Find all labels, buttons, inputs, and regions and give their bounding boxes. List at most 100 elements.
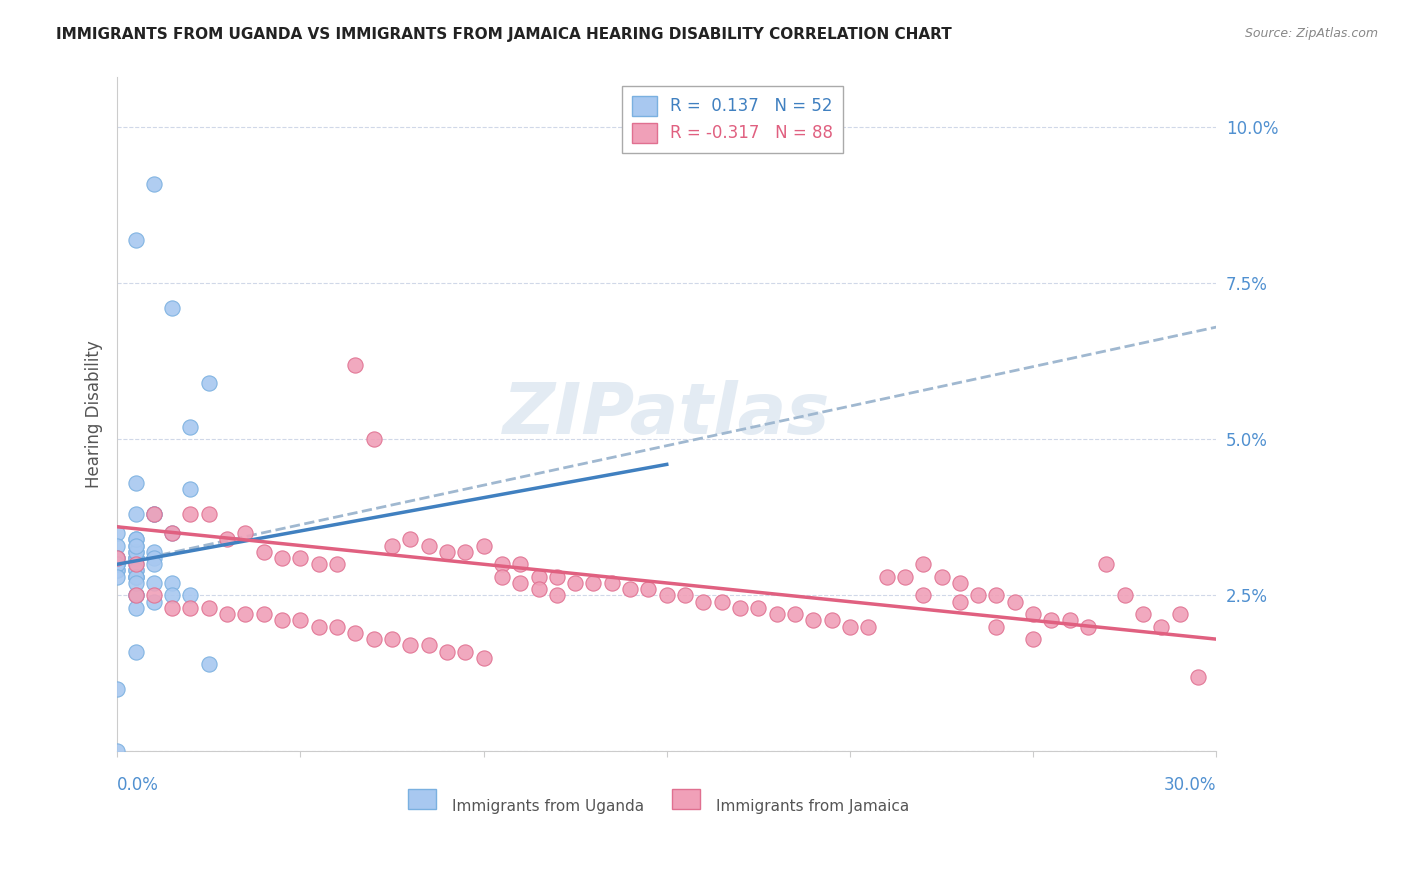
Point (894, 570, 917, 584)
Point (381, 539, 404, 553)
Point (710, 595, 733, 609)
Point (967, 589, 990, 603)
Point (1040, 614, 1063, 628)
Point (253, 607, 276, 622)
Point (308, 558, 330, 572)
Point (105, 539, 128, 553)
Point (290, 551, 312, 566)
Point (1150, 620, 1173, 634)
Point (454, 545, 477, 559)
Point (986, 620, 1008, 634)
Point (1132, 607, 1154, 622)
Point (124, 545, 146, 559)
Point (105, 558, 128, 572)
Point (673, 589, 696, 603)
Point (1168, 607, 1191, 622)
Point (527, 570, 550, 584)
Point (564, 576, 586, 591)
Point (105, 564, 128, 578)
Point (197, 376, 219, 391)
Y-axis label: Hearing Disability: Hearing Disability (86, 341, 103, 488)
Point (912, 558, 935, 572)
Point (142, 508, 165, 522)
Point (142, 576, 165, 591)
Point (124, 545, 146, 559)
Point (105, 551, 128, 566)
Point (124, 539, 146, 553)
Point (197, 657, 219, 672)
Point (124, 570, 146, 584)
Point (142, 595, 165, 609)
Point (546, 589, 568, 603)
Point (142, 508, 165, 522)
Point (912, 589, 935, 603)
Point (949, 595, 972, 609)
Point (765, 607, 787, 622)
Point (142, 551, 165, 566)
Point (179, 589, 201, 603)
Point (235, 607, 257, 622)
Point (1114, 589, 1136, 603)
Point (197, 508, 219, 522)
Point (124, 589, 146, 603)
Point (728, 601, 751, 615)
Point (179, 483, 201, 497)
Point (124, 558, 146, 572)
Point (124, 576, 146, 591)
Point (418, 539, 440, 553)
Point (308, 620, 330, 634)
Point (271, 551, 294, 566)
Point (105, 551, 128, 566)
Text: Immigrants from Uganda: Immigrants from Uganda (453, 798, 644, 814)
Point (363, 433, 385, 447)
Point (344, 626, 367, 640)
Point (105, 681, 128, 696)
Point (1022, 632, 1045, 647)
Point (454, 645, 477, 659)
Point (1022, 607, 1045, 622)
Point (1095, 558, 1118, 572)
Point (124, 564, 146, 578)
Point (124, 645, 146, 659)
Point (271, 614, 294, 628)
Text: ZIPatlas: ZIPatlas (503, 380, 831, 449)
Point (105, 570, 128, 584)
FancyBboxPatch shape (409, 789, 436, 809)
Point (124, 233, 146, 247)
Point (124, 589, 146, 603)
Point (1059, 614, 1081, 628)
Point (491, 570, 513, 584)
Point (619, 582, 641, 597)
Point (1077, 620, 1099, 634)
Text: IMMIGRANTS FROM UGANDA VS IMMIGRANTS FROM JAMAICA HEARING DISABILITY CORRELATION: IMMIGRANTS FROM UGANDA VS IMMIGRANTS FRO… (56, 27, 952, 42)
Point (747, 601, 769, 615)
Point (363, 632, 385, 647)
Point (142, 558, 165, 572)
Point (600, 576, 623, 591)
Point (105, 744, 128, 758)
Point (217, 607, 239, 622)
Point (820, 614, 842, 628)
Point (160, 526, 183, 541)
Point (124, 564, 146, 578)
Point (160, 526, 183, 541)
Point (124, 570, 146, 584)
Point (931, 570, 953, 584)
Point (290, 614, 312, 628)
FancyBboxPatch shape (672, 789, 700, 809)
Point (179, 420, 201, 434)
Text: 30.0%: 30.0% (1164, 776, 1216, 795)
Point (160, 601, 183, 615)
Point (491, 558, 513, 572)
Point (692, 595, 714, 609)
Point (582, 576, 605, 591)
Point (839, 620, 862, 634)
Point (527, 582, 550, 597)
Point (326, 558, 349, 572)
Point (876, 570, 898, 584)
Point (783, 607, 806, 622)
Point (124, 476, 146, 491)
Point (105, 551, 128, 566)
Legend: R =  0.137   N = 52, R = -0.317   N = 88: R = 0.137 N = 52, R = -0.317 N = 88 (621, 86, 844, 153)
Point (124, 508, 146, 522)
